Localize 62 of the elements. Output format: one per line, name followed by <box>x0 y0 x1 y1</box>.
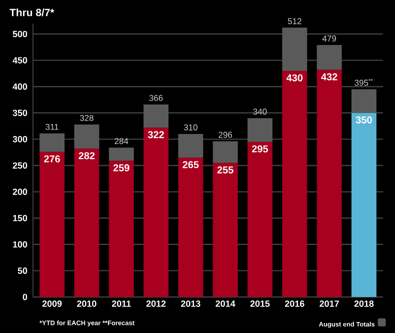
x-tick-label: 2009 <box>42 300 62 307</box>
x-tick-label: 2017 <box>320 300 339 307</box>
bar <box>212 162 238 297</box>
y-tick-label: 0 <box>22 294 28 300</box>
total-label: 366 <box>149 94 163 101</box>
y-tick-label: 100 <box>13 241 28 248</box>
bar <box>144 104 168 128</box>
data-label: 282 <box>78 152 95 160</box>
total-label: 479 <box>322 36 336 42</box>
x-tick-label: 2018 <box>354 300 374 307</box>
y-tick-label: 150 <box>13 214 28 222</box>
bar <box>178 158 204 297</box>
bar <box>351 89 376 113</box>
data-label: 430 <box>286 74 303 82</box>
y-tick-label: 500 <box>12 30 28 38</box>
y-tick-label: 300 <box>12 136 28 142</box>
bar <box>248 142 272 297</box>
total-label: 512 <box>288 18 302 24</box>
bar <box>40 133 65 152</box>
data-label: 265 <box>182 161 199 168</box>
bar <box>282 70 308 297</box>
y-tick-label: 350 <box>12 110 28 116</box>
x-tick-label: 2014 <box>216 300 236 307</box>
data-label: 276 <box>44 155 60 162</box>
data-label: 255 <box>217 166 234 174</box>
total-label: 395$^{**}$ <box>354 78 373 86</box>
total-label: 284 <box>114 138 128 144</box>
x-tick-label: 2013 <box>181 300 200 307</box>
total-label: 340 <box>253 108 267 115</box>
x-tick-label: 2011 <box>112 300 131 307</box>
y-tick-label: 200 <box>12 188 28 195</box>
x-tick-label: 2016 <box>284 300 304 307</box>
total-label: 310 <box>184 124 198 130</box>
y-tick-label: 250 <box>12 162 28 169</box>
total-label: 311 <box>46 124 58 130</box>
bar <box>316 70 342 297</box>
x-tick-label: 2010 <box>77 300 96 307</box>
data-label: 295 <box>252 145 268 152</box>
data-label: 432 <box>321 73 338 80</box>
bar <box>40 152 65 297</box>
data-label: 259 <box>113 164 130 172</box>
x-tick-label: 2015 <box>250 300 270 307</box>
chart-title: Thru 8/7* <box>10 8 54 16</box>
y-tick-label: 400 <box>12 83 28 90</box>
bar <box>74 124 100 149</box>
data-label: 322 <box>148 131 164 138</box>
x-tick-label: 2012 <box>146 300 166 307</box>
total-label: 328 <box>80 114 94 121</box>
bar <box>108 148 134 161</box>
bar <box>282 28 308 71</box>
bar <box>178 134 204 158</box>
data-label: 350 <box>356 116 372 124</box>
total-label: 296 <box>218 132 232 138</box>
bar <box>248 118 272 142</box>
y-tick-label: 50 <box>18 268 28 274</box>
bar <box>108 160 134 297</box>
bar <box>351 112 376 297</box>
bar <box>212 141 238 163</box>
bar <box>316 45 342 70</box>
bar <box>74 148 100 297</box>
bar <box>144 128 168 297</box>
y-tick-label: 450 <box>12 57 28 64</box>
